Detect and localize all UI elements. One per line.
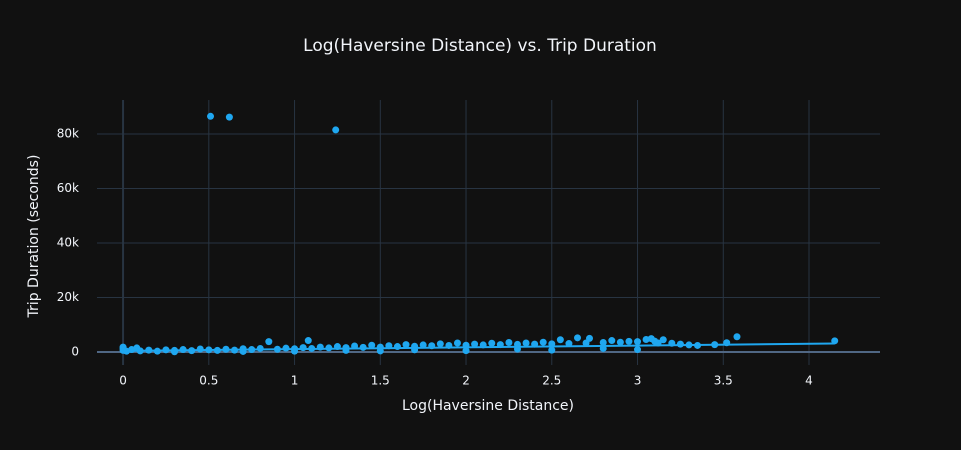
y-tick-label: 80k bbox=[57, 127, 79, 141]
scatter-point bbox=[505, 338, 513, 346]
scatter-point bbox=[368, 341, 376, 349]
y-tick-label: 60k bbox=[57, 181, 79, 195]
scatter-point bbox=[676, 340, 684, 348]
scatter-point bbox=[522, 339, 530, 347]
scatter-point bbox=[462, 347, 470, 355]
scatter-point bbox=[304, 337, 312, 345]
x-tick-label: 3 bbox=[634, 374, 642, 388]
scatter-point bbox=[574, 334, 582, 342]
x-tick-label: 1.5 bbox=[371, 374, 390, 388]
x-tick-label: 0.5 bbox=[199, 374, 218, 388]
scatter-point bbox=[436, 340, 444, 348]
scatter-point bbox=[419, 341, 427, 349]
y-axis-title: Trip Duration (seconds) bbox=[26, 155, 42, 319]
x-tick-label: 0 bbox=[119, 374, 127, 388]
scatter-point bbox=[225, 113, 233, 121]
scatter-point bbox=[332, 126, 340, 134]
scatter-point bbox=[453, 339, 461, 347]
scatter-point bbox=[556, 336, 564, 344]
scatter-point bbox=[488, 339, 496, 347]
y-tick-label: 0 bbox=[71, 345, 79, 359]
scatter-point bbox=[642, 335, 650, 343]
scatter-point bbox=[625, 337, 633, 345]
y-tick-label: 20k bbox=[57, 290, 79, 304]
scatter-point bbox=[548, 346, 556, 354]
x-axis-title: Log(Haversine Distance) bbox=[402, 398, 574, 414]
scatter-point bbox=[359, 343, 367, 351]
x-tick-label: 2.5 bbox=[542, 374, 561, 388]
scatter-point bbox=[733, 333, 741, 341]
scatter-point bbox=[634, 346, 642, 354]
scatter-point bbox=[282, 344, 290, 352]
x-tick-label: 1 bbox=[291, 374, 299, 388]
scatter-point bbox=[471, 340, 479, 348]
scatter-point bbox=[207, 112, 215, 120]
scatter-point bbox=[171, 348, 179, 356]
scatter-point bbox=[196, 345, 204, 353]
x-tick-label: 4 bbox=[805, 374, 813, 388]
scatter-point bbox=[634, 338, 642, 346]
chart-title: Log(Haversine Distance) vs. Trip Duratio… bbox=[303, 36, 657, 56]
scatter-point bbox=[659, 336, 667, 344]
scatter-point bbox=[608, 337, 616, 345]
scatter-point bbox=[539, 338, 547, 346]
scatter-point bbox=[616, 338, 624, 346]
scatter-point bbox=[586, 334, 594, 342]
x-tick-label: 2 bbox=[462, 374, 470, 388]
trend-line bbox=[123, 342, 835, 352]
scatter-point bbox=[299, 344, 307, 352]
scatter-point bbox=[256, 344, 264, 352]
scatter-point bbox=[265, 338, 273, 346]
x-tick-label: 3.5 bbox=[714, 374, 733, 388]
scatter-point bbox=[402, 341, 410, 349]
y-tick-label: 40k bbox=[57, 236, 79, 250]
scatter-point bbox=[599, 338, 607, 346]
